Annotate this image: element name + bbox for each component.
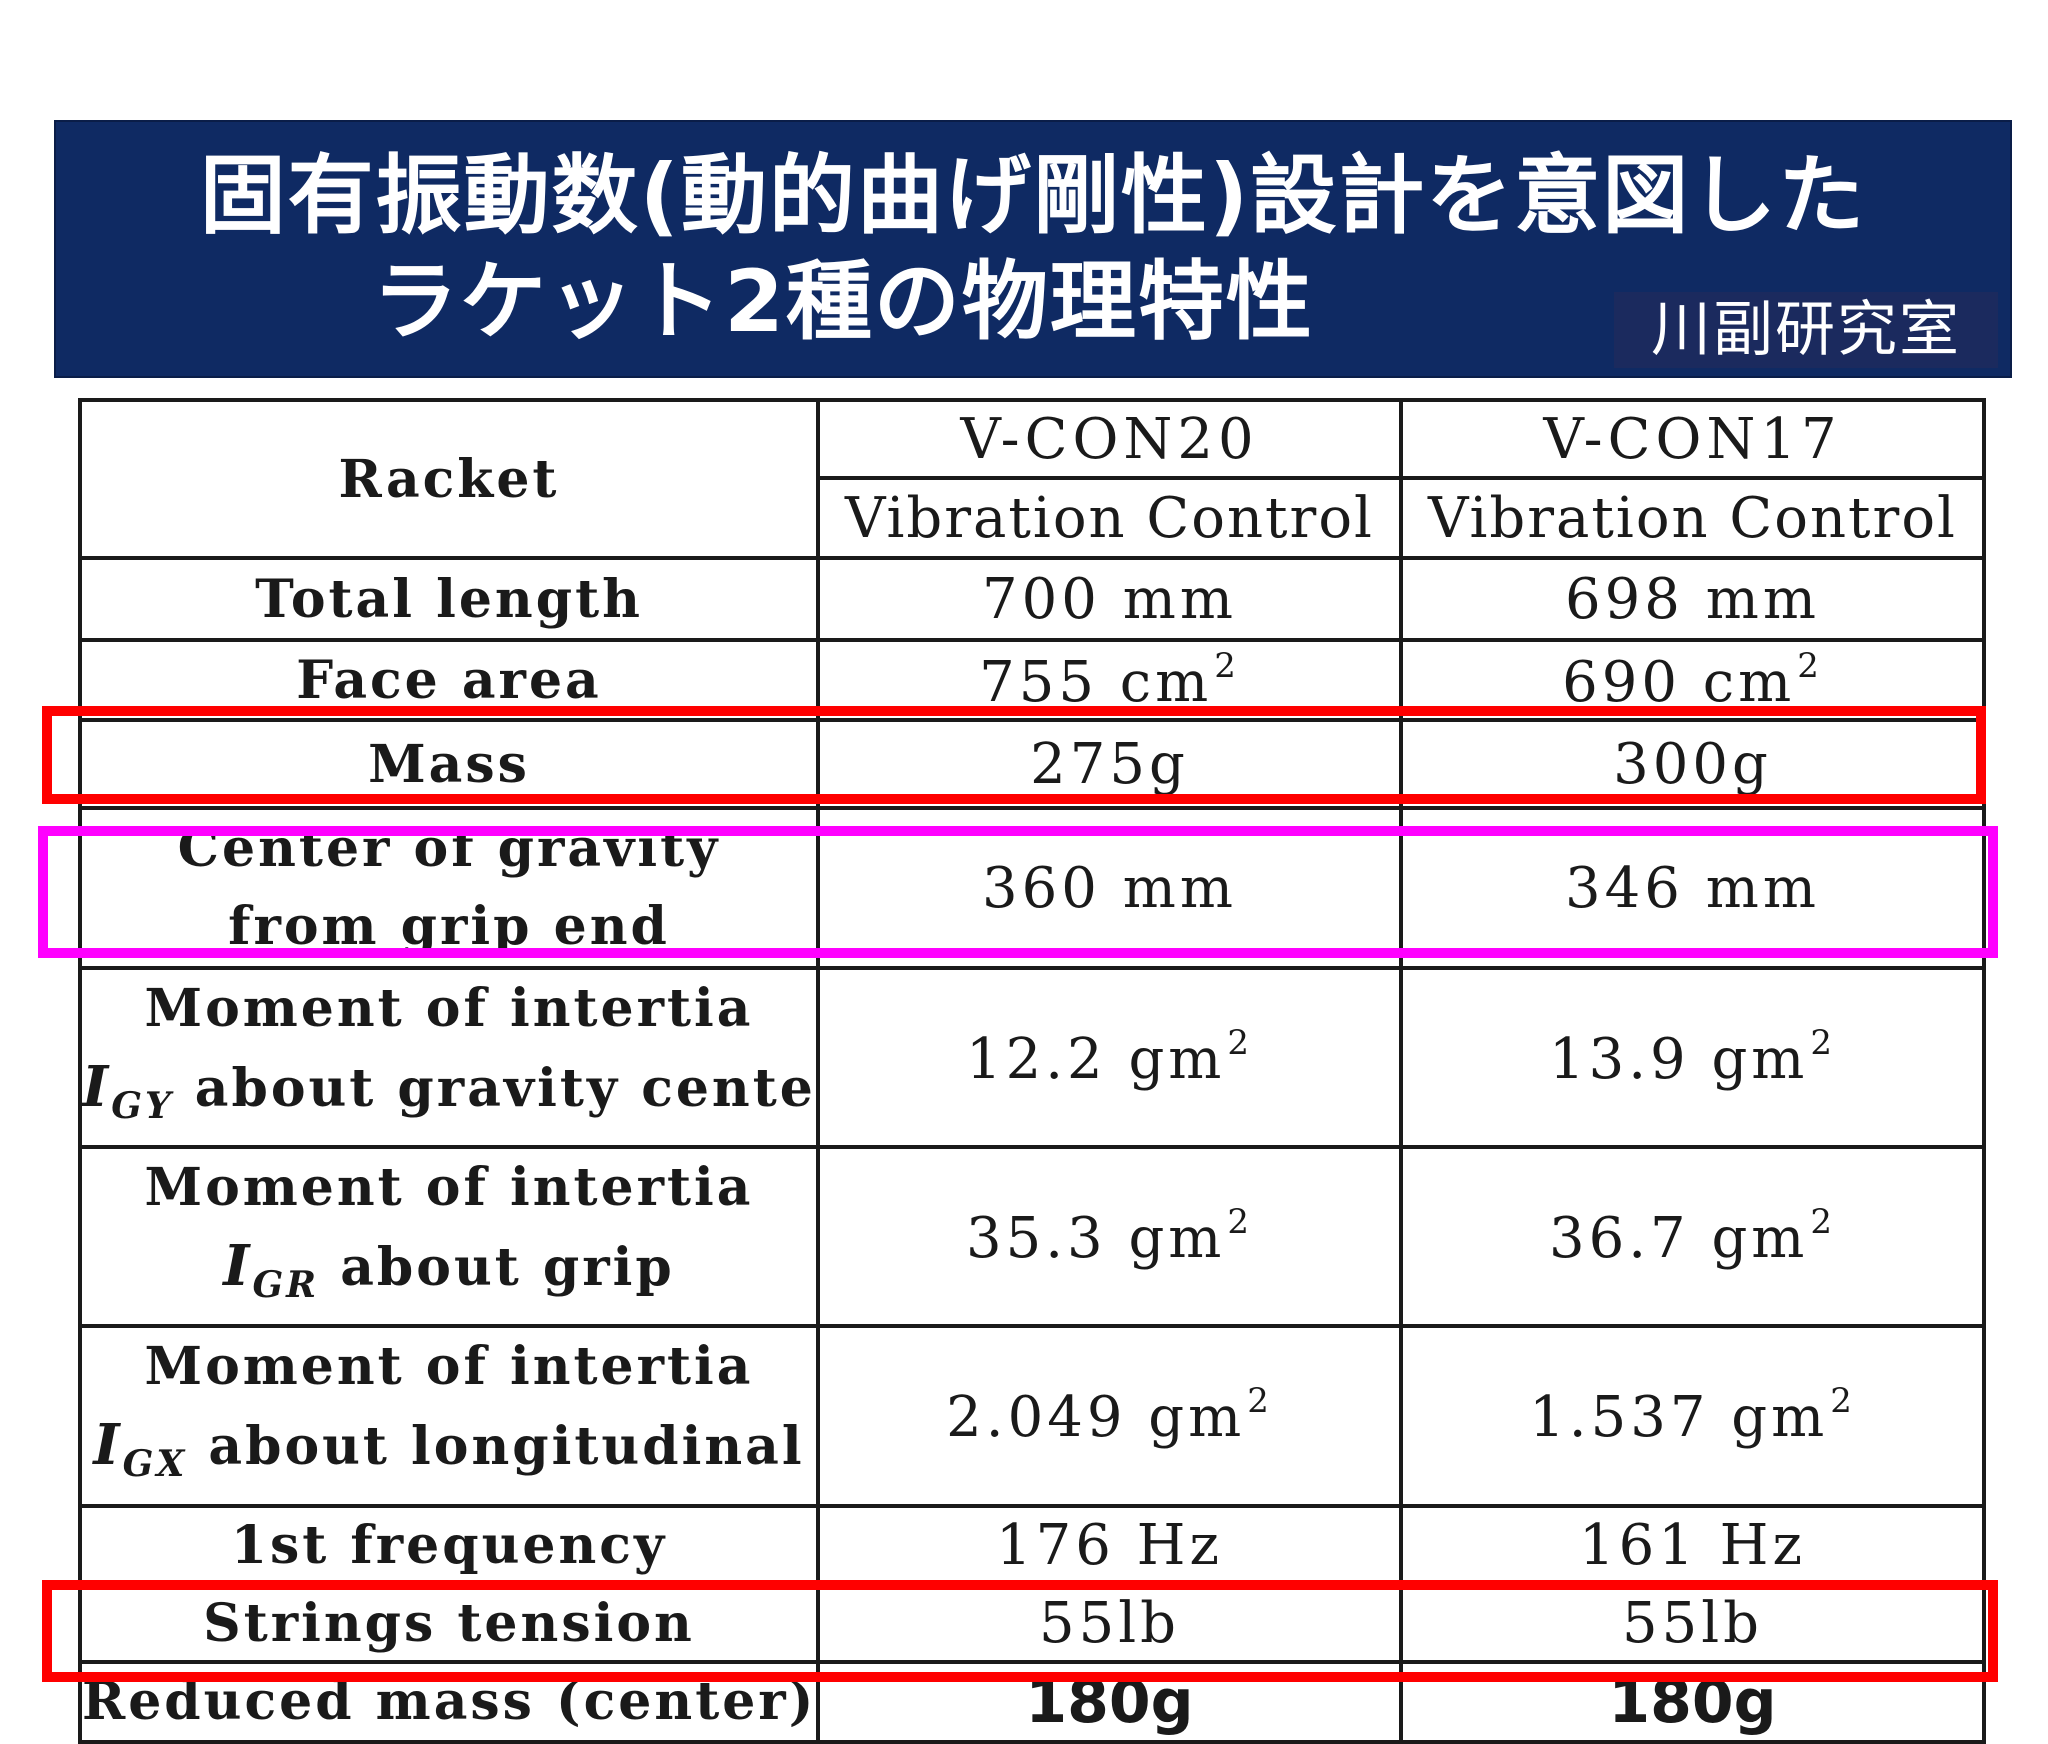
cog-v20: 360 mm: [816, 806, 1403, 970]
table-row: Reduced mass (center) 180g 180g: [78, 1659, 1986, 1744]
mass-v20: 275g: [816, 718, 1403, 810]
total-length-v17: 698 mm: [1399, 556, 1986, 642]
mass-v17: 300g: [1399, 718, 1986, 810]
face-area-v17: 690 cm2: [1399, 638, 1986, 722]
table-row: Moment of intertia IGR about grip 35.3 g…: [78, 1145, 1986, 1329]
frequency-v20: 176 Hz: [816, 1503, 1403, 1588]
row-label-center-of-gravity: Center of gravity from grip end: [78, 806, 820, 970]
symbol-igy: IGY: [82, 1054, 174, 1128]
row-label-face-area: Face area: [78, 638, 820, 722]
row-label-moment-igy: Moment of intertia IGY about gravity cen…: [78, 965, 820, 1150]
table-row: Strings tension 55lb 55lb: [78, 1583, 1986, 1664]
igy-v17: 13.9 gm2: [1399, 965, 1986, 1150]
igr-v17: 36.7 gm2: [1399, 1145, 1986, 1329]
igy-v20: 12.2 gm2: [816, 965, 1403, 1150]
racket-header-cell: Racket: [78, 398, 820, 560]
table-row: Face area 755 cm2 690 cm2: [78, 638, 1986, 722]
lab-label: 川副研究室: [1614, 292, 1998, 368]
reduced-mass-v17: 180g: [1399, 1659, 1986, 1744]
igx-v20: 2.049 gm2: [816, 1324, 1403, 1508]
row-label-moment-igx: Moment of intertia IGX about longitudina…: [78, 1324, 820, 1508]
row-label-strings-tension: Strings tension: [78, 1583, 820, 1664]
cog-v17: 346 mm: [1399, 806, 1986, 970]
igr-v20: 35.3 gm2: [816, 1145, 1403, 1329]
face-area-v20: 755 cm2: [816, 638, 1403, 722]
table-row: Moment of intertia IGY about gravity cen…: [78, 965, 1986, 1150]
reduced-mass-v20: 180g: [816, 1659, 1403, 1744]
row-label-frequency: 1st frequency: [78, 1503, 820, 1588]
racket-spec-table: Racket V-CON20 V-CON17 Vibration Control…: [78, 398, 1986, 1744]
row-label-reduced-mass: Reduced mass (center): [78, 1659, 820, 1744]
symbol-igr: IGR: [223, 1233, 320, 1307]
table-row: Total length 700 mm 698 mm: [78, 556, 1986, 642]
subtitle-v-con20: Vibration Control: [816, 476, 1403, 560]
row-label-total-length: Total length: [78, 556, 820, 642]
row-label-moment-igr: Moment of intertia IGR about grip: [78, 1145, 820, 1329]
model-v-con17: V-CON17: [1399, 398, 1986, 480]
header-model-row: Racket V-CON20 V-CON17: [78, 398, 1986, 560]
model-v-con20: V-CON20: [816, 398, 1403, 480]
frequency-v17: 161 Hz: [1399, 1503, 1986, 1588]
total-length-v20: 700 mm: [816, 556, 1403, 642]
igx-v17: 1.537 gm2: [1399, 1324, 1986, 1508]
title-line-1: 固有振動数(動的曲げ剛性)設計を意図した: [199, 146, 1867, 246]
table-row: 1st frequency 176 Hz 161 Hz: [78, 1503, 1986, 1588]
table-row: Mass 275g 300g: [78, 718, 1986, 810]
table-row: Moment of intertia IGX about longitudina…: [78, 1324, 1986, 1508]
table-row: Center of gravity from grip end 360 mm 3…: [78, 806, 1986, 970]
header-subtitle-row: Vibration Control Vibration Control: [80, 476, 1986, 560]
tension-v20: 55lb: [816, 1583, 1403, 1664]
subtitle-v-con17: Vibration Control: [1399, 476, 1986, 560]
symbol-igx: IGX: [93, 1412, 188, 1486]
title-banner: 固有振動数(動的曲げ剛性)設計を意図した ラケット2種の物理特性 川副研究室: [54, 120, 2012, 378]
tension-v17: 55lb: [1399, 1583, 1986, 1664]
row-label-mass: Mass: [78, 718, 820, 810]
racket-header-label: Racket: [338, 448, 560, 510]
title-line-2: ラケット2種の物理特性: [372, 252, 1314, 352]
